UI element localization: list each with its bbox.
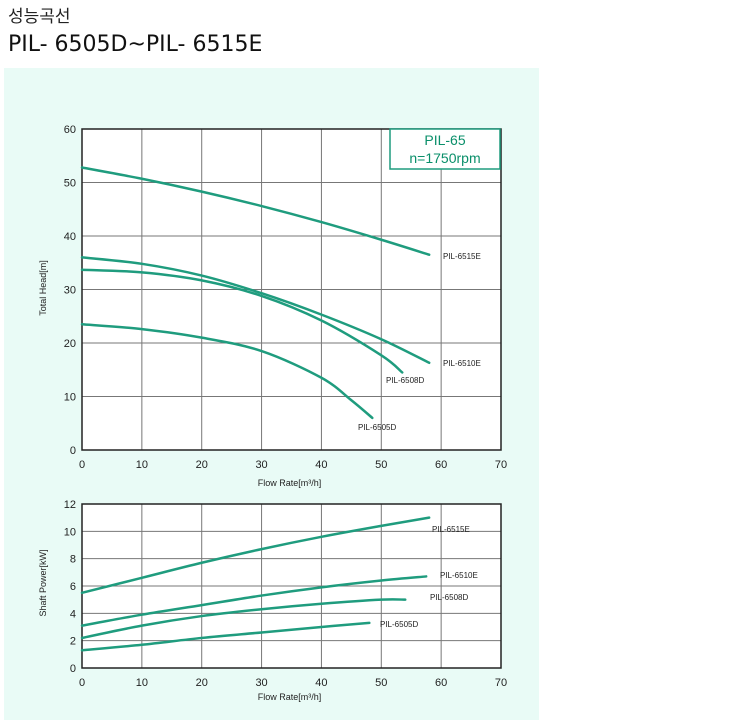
series-line-pil-6505d (80, 621, 371, 652)
y-tick-label: 12 (64, 499, 76, 511)
page-title: PIL- 6505D~PIL- 6515E (8, 32, 263, 57)
series-label-pil-6508d: PIL-6508D (430, 593, 468, 602)
x-tick-label: 0 (79, 459, 85, 471)
series-label-pil-6508d: PIL-6508D (386, 376, 424, 385)
x-tick-label: 10 (136, 459, 148, 471)
series-line-pil-6510e (80, 575, 428, 627)
x-tick-label: 30 (255, 459, 267, 471)
series-label-pil-6510e: PIL-6510E (440, 571, 478, 580)
x-tick-label: 30 (255, 677, 267, 689)
x-tick-label: 20 (196, 459, 208, 471)
y-axis-label: Total Head[m] (38, 260, 48, 316)
x-tick-label: 70 (495, 459, 507, 471)
y-tick-label: 0 (70, 445, 76, 457)
x-axis-label: Flow Rate[m³/h] (258, 692, 322, 702)
info-box-model: PIL-65 (424, 132, 465, 148)
info-box (389, 128, 501, 170)
y-axis-label: Shaft Power[kW] (38, 549, 48, 616)
y-tick-label: 4 (70, 608, 76, 620)
y-tick-label: 30 (64, 285, 76, 297)
x-tick-label: 20 (196, 677, 208, 689)
series-line-pil-6508d (80, 268, 404, 374)
plot-frame (81, 128, 502, 451)
series-label-pil-6515e: PIL-6515E (432, 525, 470, 534)
y-tick-label: 0 (70, 663, 76, 675)
y-tick-label: 8 (70, 554, 76, 566)
series-line-pil-6510e (80, 256, 431, 365)
info-box-speed: n=1750rpm (409, 150, 480, 166)
page-subtitle: 성능곡선 (8, 7, 71, 27)
y-tick-label: 20 (64, 338, 76, 350)
x-tick-label: 40 (315, 677, 327, 689)
x-tick-label: 40 (315, 459, 327, 471)
x-tick-label: 60 (435, 459, 447, 471)
y-tick-label: 6 (70, 581, 76, 593)
y-tick-label: 40 (64, 231, 76, 243)
x-axis-label: Flow Rate[m³/h] (258, 478, 322, 488)
plot-frame (81, 503, 502, 669)
series-line-pil-6515e (80, 516, 431, 595)
y-tick-label: 10 (64, 392, 76, 404)
series-label-pil-6515e: PIL-6515E (443, 252, 481, 261)
y-tick-label: 50 (64, 178, 76, 190)
x-tick-label: 70 (495, 677, 507, 689)
y-tick-label: 60 (64, 124, 76, 136)
x-tick-label: 50 (375, 677, 387, 689)
y-tick-label: 2 (70, 636, 76, 648)
x-tick-label: 50 (375, 459, 387, 471)
series-line-pil-6508d (80, 598, 407, 640)
y-tick-label: 10 (64, 526, 76, 538)
series-label-pil-6505d: PIL-6505D (358, 423, 396, 432)
series-label-pil-6510e: PIL-6510E (443, 359, 481, 368)
series-line-pil-6515e (80, 166, 431, 256)
x-tick-label: 60 (435, 677, 447, 689)
series-label-pil-6505d: PIL-6505D (380, 620, 418, 629)
x-tick-label: 10 (136, 677, 148, 689)
x-tick-label: 0 (79, 677, 85, 689)
series-line-pil-6505d (80, 323, 374, 420)
